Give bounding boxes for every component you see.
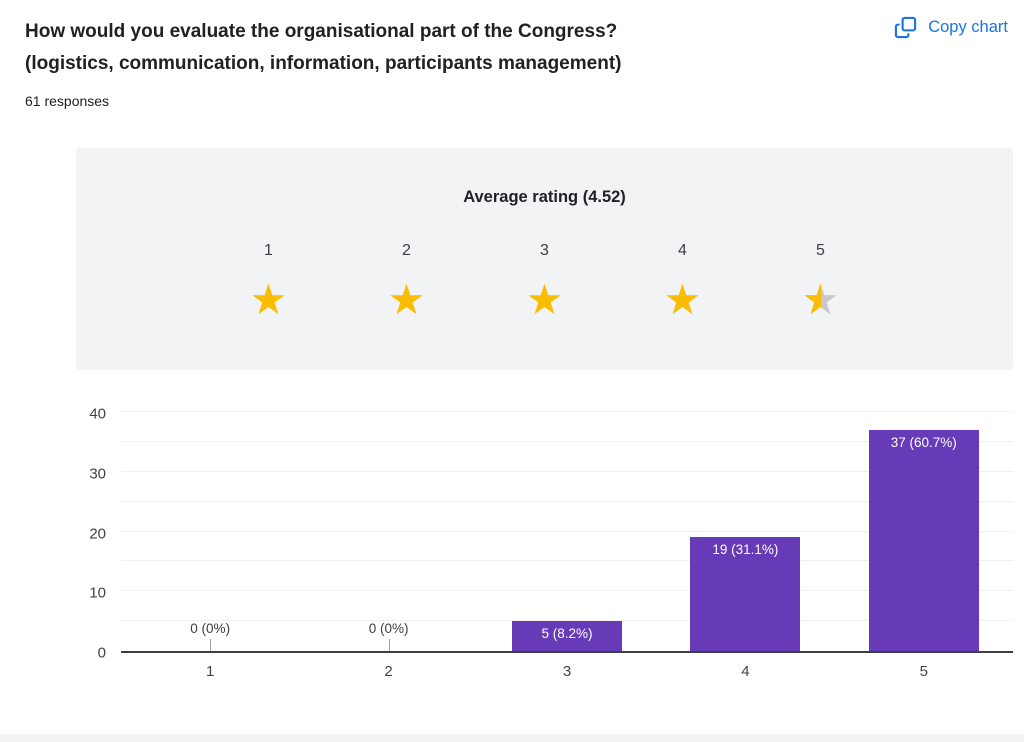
star-icon-full: ★ (525, 276, 564, 323)
bar-value-label: 5 (8.2%) (541, 626, 593, 642)
copy-chart-label: Copy chart (928, 18, 1008, 36)
rating-cell-4: 4 ★ (614, 240, 752, 322)
star-icon-full: ★ (249, 276, 288, 323)
bar-value-label: 37 (60.7%) (890, 434, 957, 450)
question-title-line2: (logistics, communication, information, … (25, 53, 622, 74)
gridline (121, 530, 1013, 532)
gridline (121, 590, 1013, 592)
copy-icon (895, 16, 917, 39)
rating-scale-number: 2 (402, 242, 411, 259)
question-title-line1: How would you evaluate the organisationa… (25, 21, 618, 42)
gridline (121, 470, 1013, 472)
x-axis-label: 2 (384, 663, 393, 680)
x-axis-label: 3 (562, 663, 572, 680)
bar-value-label-zero: 0 (0%) (368, 621, 409, 636)
responses-count: 61 responses (25, 93, 110, 109)
copy-chart-button[interactable]: Copy chart (894, 16, 1008, 39)
average-rating-panel: Average rating (4.52) 1 ★ 2 ★ 3 ★ 4 ★ 5 ★ ★ (76, 148, 1013, 370)
rating-scale-number: 5 (816, 242, 825, 259)
star-icon-full: ★ (663, 276, 702, 323)
x-axis-label: 4 (741, 663, 750, 680)
bar-category-5: 37 (60.7%) (868, 429, 979, 651)
plot-area: 0 (0%) 0 (0%) 5 (8.2%) 19 (31.1%) 37 (60.7%) (121, 411, 1013, 653)
rating-scale-number: 3 (540, 242, 549, 259)
y-axis-tick: 30 (89, 465, 106, 483)
star-icon-full: ★ (387, 276, 426, 323)
rating-scale-row: 1 ★ 2 ★ 3 ★ 4 ★ 5 ★ ★ (200, 240, 890, 322)
bar-value-label-zero: 0 (0%) (190, 621, 231, 636)
x-axis-label: 5 (919, 663, 928, 680)
rating-cell-3: 3 ★ (476, 240, 614, 322)
y-axis: 0 10 20 30 40 (0, 406, 106, 662)
y-axis-tick: 40 (89, 405, 106, 423)
bottom-strip (0, 734, 1024, 742)
question-title: How would you evaluate the organisationa… (25, 16, 621, 80)
x-axis-label: 1 (206, 663, 215, 680)
rating-cell-5: 5 ★ ★ (752, 240, 890, 322)
bar-category-3: 5 (8.2%) (512, 621, 622, 651)
gridline (121, 411, 1013, 412)
zero-tick-stub (388, 639, 390, 651)
zero-tick-stub (210, 639, 212, 651)
gridline (121, 500, 1013, 502)
x-axis: 1 2 3 4 5 (121, 663, 1013, 687)
average-rating-title: Average rating (4.52) (463, 188, 626, 206)
rating-scale-number: 1 (264, 242, 273, 259)
rating-scale-number: 4 (678, 242, 687, 259)
rating-cell-2: 2 ★ (338, 240, 476, 322)
y-axis-tick: 20 (89, 525, 106, 542)
gridline (121, 440, 1013, 442)
y-axis-tick: 10 (89, 584, 106, 602)
gridline (121, 620, 1013, 622)
star-icon-partial: ★ ★ (801, 276, 840, 323)
y-axis-tick: 0 (97, 644, 106, 662)
bar-category-4: 19 (31.1%) (690, 537, 801, 651)
gridline (121, 560, 1013, 562)
rating-cell-1: 1 ★ (200, 240, 338, 322)
bar-value-label: 19 (31.1%) (712, 542, 779, 558)
